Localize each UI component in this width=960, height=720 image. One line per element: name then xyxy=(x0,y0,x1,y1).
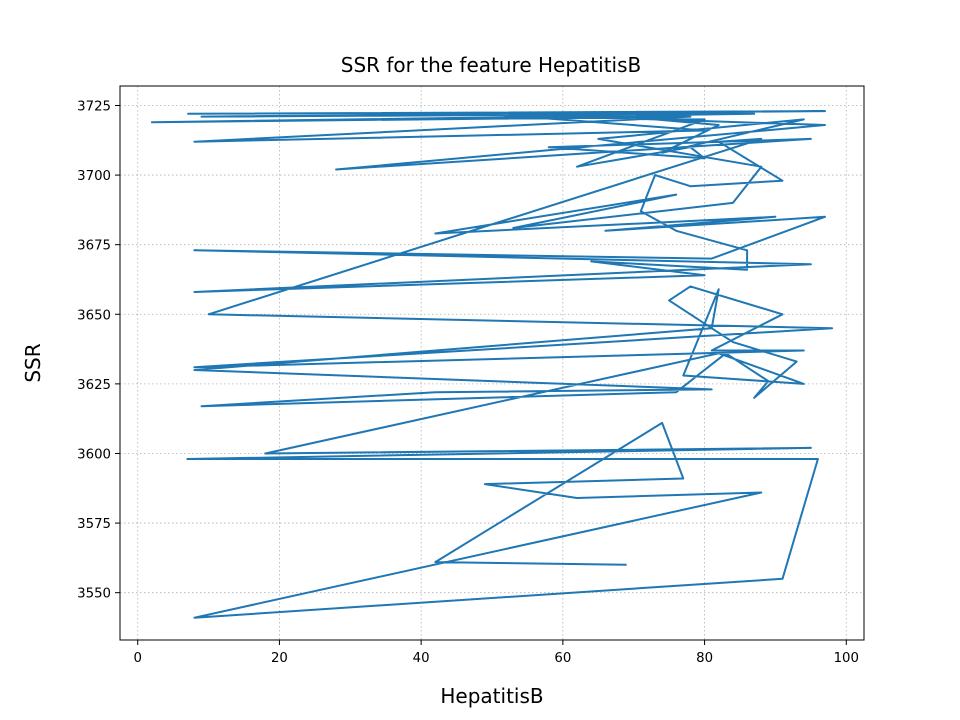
y-axis: 3550 3575 3600 3625 3650 3675 3700 3725 xyxy=(77,99,120,602)
plot-frame xyxy=(119,85,865,641)
x-tick-label: 80 xyxy=(696,651,713,666)
chart-title: SSR for the feature HepatitisB xyxy=(341,53,641,77)
y-tick-label: 3600 xyxy=(77,447,111,462)
y-tick-label: 3575 xyxy=(77,517,111,532)
y-tick-label: 3675 xyxy=(77,239,111,254)
y-tick-label: 3700 xyxy=(77,169,111,184)
grid-lines xyxy=(120,86,864,640)
x-tick-label: 40 xyxy=(413,651,430,666)
x-tick-label: 60 xyxy=(554,651,571,666)
x-tick-label: 20 xyxy=(271,651,288,666)
x-axis: 0 20 40 60 80 100 xyxy=(133,640,859,666)
x-tick-label: 0 xyxy=(133,651,141,666)
y-tick-label: 3550 xyxy=(77,587,111,602)
y-axis-title: SSR xyxy=(21,343,45,382)
y-tick-label: 3650 xyxy=(77,308,111,323)
series-group xyxy=(150,110,834,619)
x-axis-title: HepatitisB xyxy=(440,684,543,708)
x-tick-label: 100 xyxy=(834,651,859,666)
series-line xyxy=(150,110,834,619)
y-tick-label: 3625 xyxy=(77,378,111,393)
y-tick-label: 3725 xyxy=(77,99,111,114)
